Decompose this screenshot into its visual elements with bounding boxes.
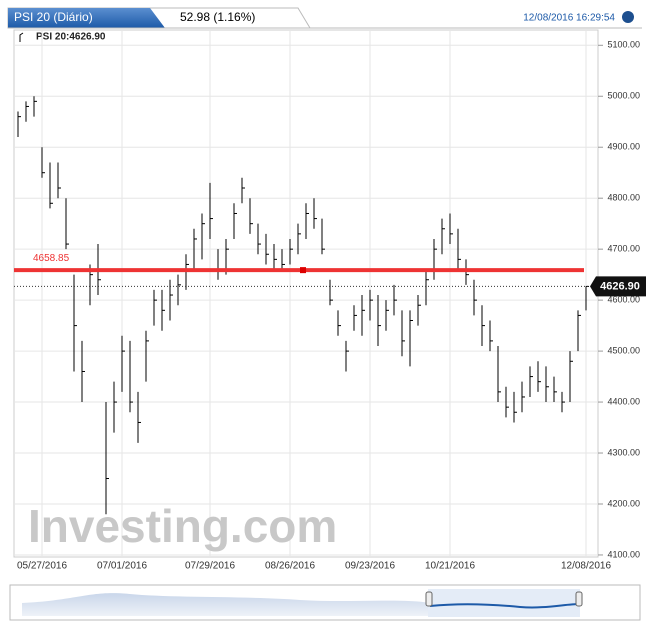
price-change: 52.98 (1.16%): [180, 10, 255, 24]
x-tick-label: 07/01/2016: [97, 561, 147, 572]
y-tick-label: 4400.00: [607, 396, 640, 406]
legend-entry: PSI 20:4626.90: [36, 32, 106, 43]
x-tick-label: 10/21/2016: [425, 561, 475, 572]
navigator-handle[interactable]: [425, 591, 433, 607]
x-tick-label: 05/27/2016: [17, 561, 67, 572]
navigator-area: [22, 593, 430, 616]
y-tick-label: 4800.00: [607, 193, 640, 203]
y-tick-label: 5000.00: [607, 91, 640, 101]
y-tick-label: 4100.00: [607, 549, 640, 559]
x-tick-label: 08/26/2016: [265, 561, 315, 572]
y-tick-label: 4200.00: [607, 498, 640, 508]
y-tick-label: 4300.00: [607, 447, 640, 457]
y-tick-label: 5100.00: [607, 40, 640, 50]
legend-icon: [19, 32, 24, 42]
x-tick-label: 07/29/2016: [185, 561, 235, 572]
x-tick-label: 12/08/2016: [561, 561, 611, 572]
y-tick-label: 4600.00: [607, 295, 640, 305]
x-tick-label: 09/23/2016: [345, 561, 395, 572]
navigator-window[interactable]: [428, 589, 580, 617]
chart-title: PSI 20 (Diário): [14, 10, 93, 24]
line-handle: [300, 267, 306, 274]
navigator-line: [429, 603, 581, 609]
last-price-badge: [590, 276, 646, 297]
navigator-handle[interactable]: [575, 591, 583, 607]
watermark: Investing.com: [28, 500, 337, 552]
y-tick-label: 4500.00: [607, 345, 640, 355]
title-tab: [8, 8, 165, 28]
y-tick-label: 4700.00: [607, 244, 640, 254]
horizontal-line-label: 4658.85: [33, 253, 70, 264]
y-tick-label: 4900.00: [607, 142, 640, 152]
timestamp: 12/08/2016 16:29:54: [523, 13, 615, 24]
settings-icon[interactable]: [622, 11, 634, 23]
last-price-label: 4626.90: [600, 280, 640, 292]
